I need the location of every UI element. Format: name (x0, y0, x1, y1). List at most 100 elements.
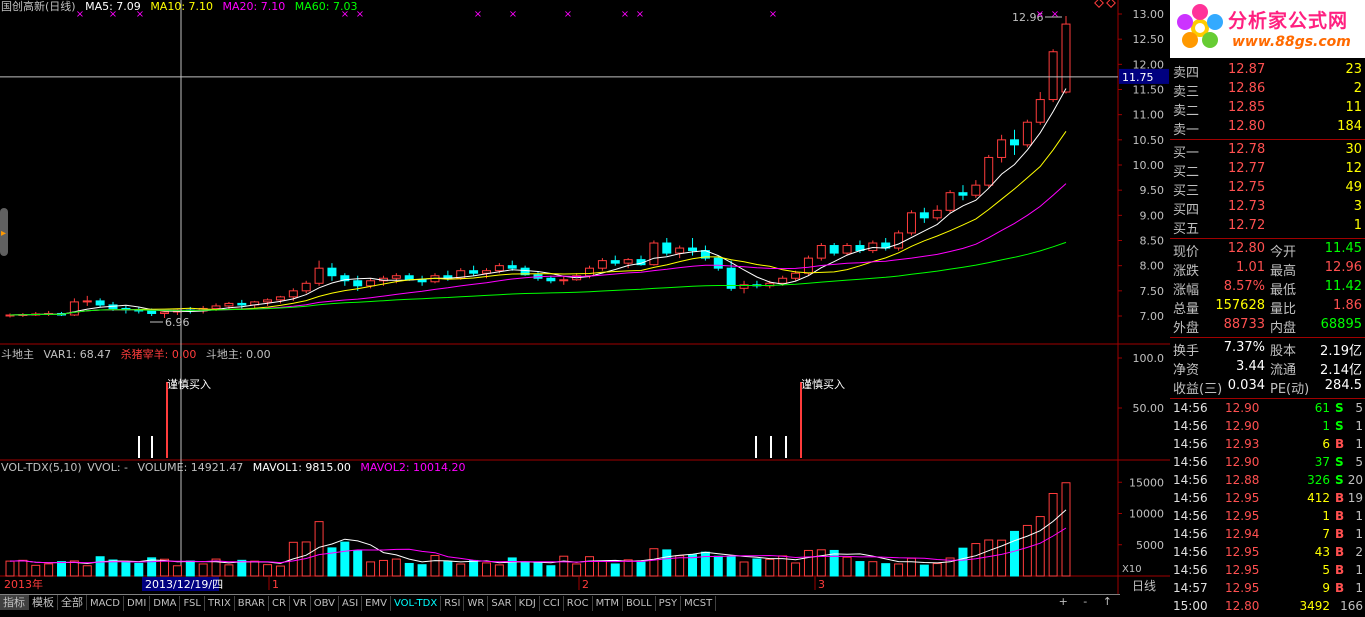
volume-bar (572, 563, 582, 577)
crosshair-price-label: 11.75 (1122, 71, 1154, 84)
vol-title: VOL-TDX(5,10) (1, 461, 82, 474)
tab-cr[interactable]: CR (269, 596, 290, 611)
divider (1170, 238, 1365, 239)
stat-label: 收益(三) (1173, 382, 1223, 397)
tab-vr[interactable]: VR (290, 596, 311, 611)
bid-label: 买二 (1173, 165, 1200, 180)
tab-trix[interactable]: TRIX (205, 596, 235, 611)
period-label: 日线 (1132, 579, 1156, 593)
tab-fsl[interactable]: FSL (180, 596, 205, 611)
volume-tick-label: 5000 (1136, 539, 1164, 552)
tab-brar[interactable]: BRAR (235, 596, 269, 611)
volume-label: VOLUME: 14921.47 (137, 461, 244, 474)
candle-body (520, 267, 530, 276)
candle-body (971, 184, 981, 196)
tab-cci[interactable]: CCI (540, 596, 564, 611)
bid-label: 买五 (1173, 222, 1200, 237)
flower-logo-icon (1177, 4, 1223, 48)
stat-value: 1.86 (1333, 298, 1362, 313)
tab-dmi[interactable]: DMI (124, 596, 151, 611)
signal-x-marker: × (769, 9, 777, 20)
zoom-controls[interactable]: + - ↑ (1058, 595, 1118, 608)
volume-bar (1061, 482, 1071, 577)
bid-volume: 49 (1345, 180, 1362, 195)
mavol1-line (9, 509, 1067, 565)
candle-body (919, 212, 929, 219)
tab-obv[interactable]: OBV (311, 596, 339, 611)
stat-value: 157628 (1215, 298, 1265, 313)
price-tick-label: 11.00 (1133, 109, 1165, 122)
collapse-handle[interactable] (0, 208, 8, 256)
candle-body (314, 267, 324, 284)
ma60-label: MA60: 7.03 (294, 0, 358, 13)
divider (1170, 337, 1365, 338)
tick-price: 12.95 (1225, 509, 1260, 523)
volume-bar (224, 564, 234, 577)
ask-volume: 23 (1345, 62, 1362, 77)
volume-bar (559, 555, 569, 577)
tab-macd[interactable]: MACD (87, 596, 124, 611)
bid-volume: 30 (1345, 142, 1362, 157)
tab-moban[interactable]: 模板 (29, 595, 58, 610)
tab-zhibiao[interactable]: 指标 (0, 595, 29, 610)
tick-time: 14:56 (1173, 563, 1208, 577)
price-tick-label: 9.50 (1140, 184, 1165, 197)
candle-body (353, 280, 363, 287)
tab-vol-tdx[interactable]: VOL-TDX (391, 596, 442, 611)
tab-sar[interactable]: SAR (488, 596, 516, 611)
buy-signal-label: 谨慎买入 (801, 377, 845, 391)
candle-body (713, 257, 723, 269)
volume-bar (95, 556, 105, 577)
indicator-title: 斗地主 (1, 348, 34, 361)
volume-bar (494, 564, 504, 577)
price-tick-label: 8.00 (1140, 260, 1165, 273)
tab-mcst[interactable]: MCST (681, 596, 717, 611)
tab-emv[interactable]: EMV (362, 596, 391, 611)
tab-psy[interactable]: PSY (656, 596, 682, 611)
tick-side: S (1335, 473, 1344, 487)
volume-bar (481, 562, 491, 577)
volume-bar (533, 562, 543, 577)
volume-bar (340, 541, 350, 577)
ask-row: 卖一 12.80 184 (1170, 119, 1365, 138)
tab-roc[interactable]: ROC (564, 596, 593, 611)
candle-body (69, 301, 79, 316)
ask-volume: 184 (1337, 119, 1362, 134)
price-tick-label: 13.00 (1133, 8, 1165, 21)
tick-time: 14:56 (1173, 473, 1208, 487)
tab-asi[interactable]: ASI (339, 596, 363, 611)
volume-bar (739, 561, 749, 577)
candle-body (1035, 99, 1045, 123)
ma10-label: MA10: 7.10 (150, 0, 214, 13)
tab-rsi[interactable]: RSI (441, 596, 465, 611)
tab-kdj[interactable]: KDJ (516, 596, 540, 611)
indicator-tick-label: 100.0 (1133, 352, 1165, 365)
candle-body (507, 265, 517, 269)
volume-bar (31, 564, 41, 577)
candle-body (263, 299, 273, 303)
tab-dma[interactable]: DMA (150, 596, 181, 611)
tick-volume: 61 (1314, 401, 1330, 415)
candle-body (649, 242, 659, 266)
stat-value: 12.96 (1324, 260, 1362, 275)
volume-bar (700, 551, 710, 577)
volume-bar (121, 561, 131, 577)
volume-bar (456, 563, 466, 577)
stat-label: PE(动) (1270, 382, 1310, 397)
tick-count: 1 (1355, 419, 1363, 433)
volume-bar (997, 539, 1007, 577)
volume-bar (5, 560, 15, 577)
volume-bar (263, 564, 273, 577)
candle-body (739, 284, 749, 289)
tick-time: 14:56 (1173, 419, 1208, 433)
tick-side: S (1335, 401, 1344, 415)
tab-mtm[interactable]: MTM (593, 596, 623, 611)
tab-wr[interactable]: WR (464, 596, 489, 611)
kline-chart[interactable]: 13.00 12.50 12.00 11.50 11.00 10.50 10.00 9.50 9… (0, 0, 1170, 594)
tab-quanbu[interactable]: 全部 (58, 595, 87, 610)
volume-bar (44, 563, 54, 577)
tick-price: 12.80 (1225, 599, 1260, 613)
bid-row: 买一 12.78 30 (1170, 142, 1365, 161)
tick-price: 12.93 (1225, 437, 1260, 451)
tab-boll[interactable]: BOLL (623, 596, 656, 611)
